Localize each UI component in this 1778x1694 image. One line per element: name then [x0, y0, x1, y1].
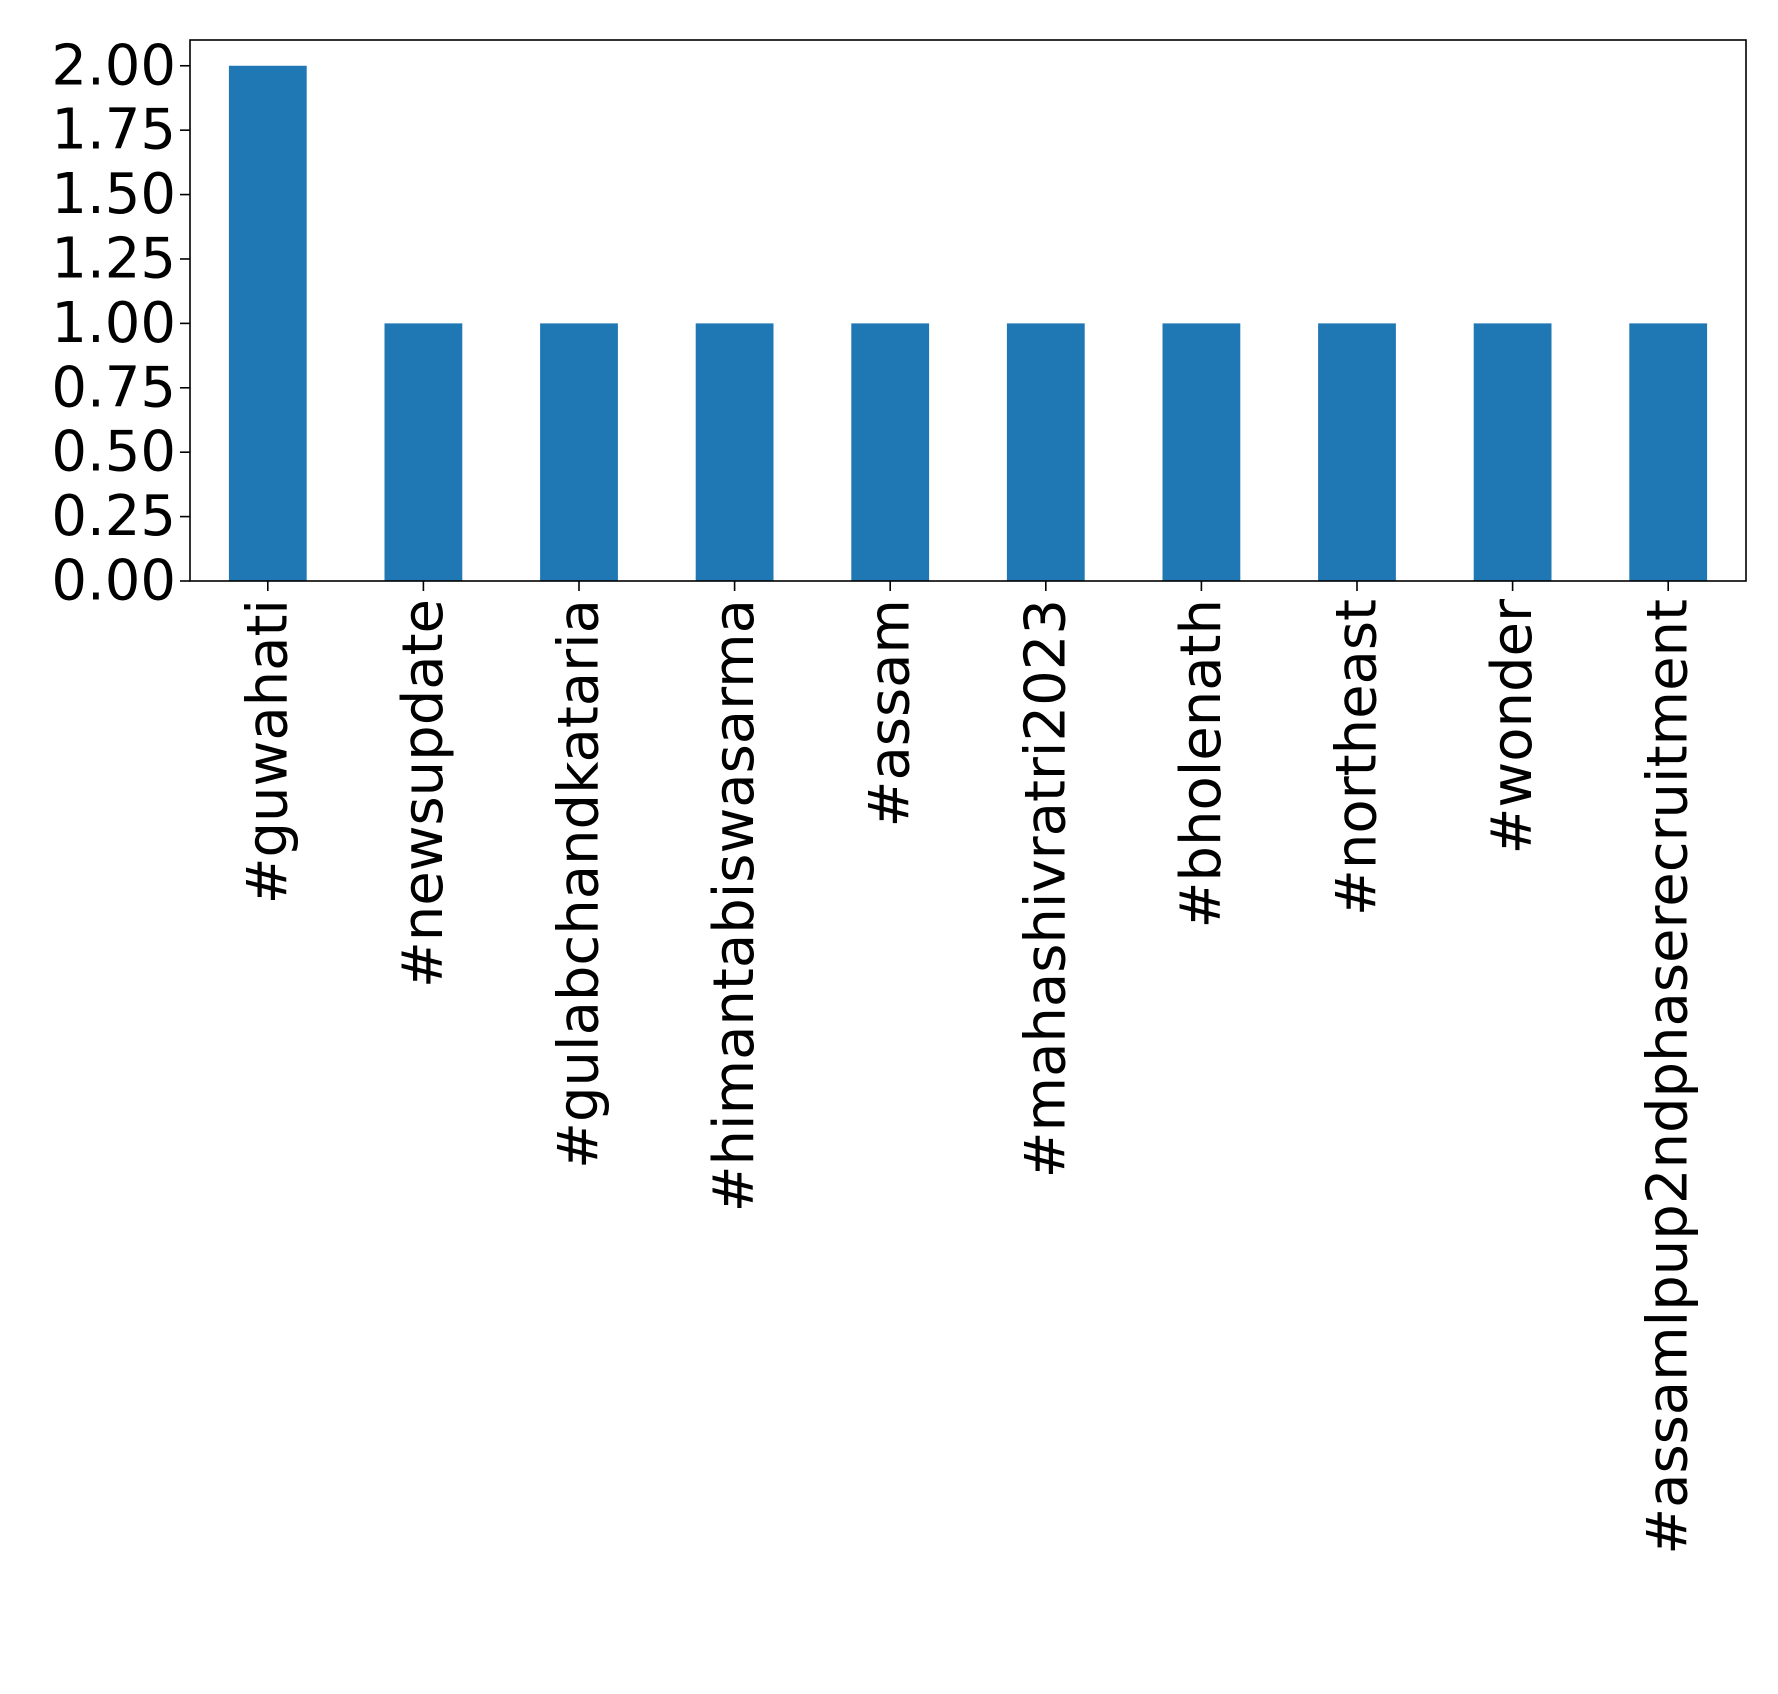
bars-group [228, 65, 1708, 581]
bar-northeast [1318, 323, 1396, 581]
x-tick-label: #wonder [1480, 598, 1545, 854]
x-tick-label: #himantabiswasarma [702, 599, 767, 1212]
y-tick-label: 2.00 [51, 33, 176, 98]
y-tick-label: 1.25 [51, 226, 176, 291]
y-axis-ticks: 0.000.250.500.751.001.251.501.752.00 [51, 33, 190, 614]
x-axis-ticks: #guwahati #newsupdate #gulabchandkataria #h… [235, 581, 1701, 1555]
x-tick-label: #newsupdate [391, 599, 456, 988]
y-tick-label: 0.50 [51, 420, 176, 485]
y-tick-label: 1.50 [51, 162, 176, 227]
y-tick-label: 1.00 [51, 291, 176, 356]
x-tick-label: #bholenath [1169, 599, 1234, 929]
bar-wonder [1473, 323, 1552, 581]
bar-assamlpup2ndphaserecruitment [1629, 323, 1708, 581]
x-tick-label: #northeast [1325, 599, 1390, 916]
bar-bholenath [1162, 323, 1241, 581]
x-tick-label: #assamlpup2ndphaserecruitment [1636, 599, 1701, 1555]
x-tick-label: #guwahati [235, 599, 300, 904]
bar-himantabiswasarma [695, 323, 774, 581]
bar-guwahati [228, 65, 307, 581]
bar-newsupdate [384, 323, 463, 581]
x-tick-label: #mahashivratri2023 [1013, 599, 1078, 1178]
bar-mahashivratri2023 [1006, 323, 1085, 581]
y-tick-label: 0.25 [51, 484, 176, 549]
y-tick-label: 0.75 [51, 355, 176, 420]
x-tick-label: #assam [858, 599, 923, 827]
plot-frame [189, 39, 1747, 582]
bar-gulabchandkataria [540, 323, 618, 581]
y-tick-label: 1.75 [51, 98, 176, 163]
x-tick-label: #gulabchandkataria [547, 599, 612, 1169]
y-tick-label: 0.00 [51, 549, 176, 614]
bar-assam [851, 323, 930, 581]
